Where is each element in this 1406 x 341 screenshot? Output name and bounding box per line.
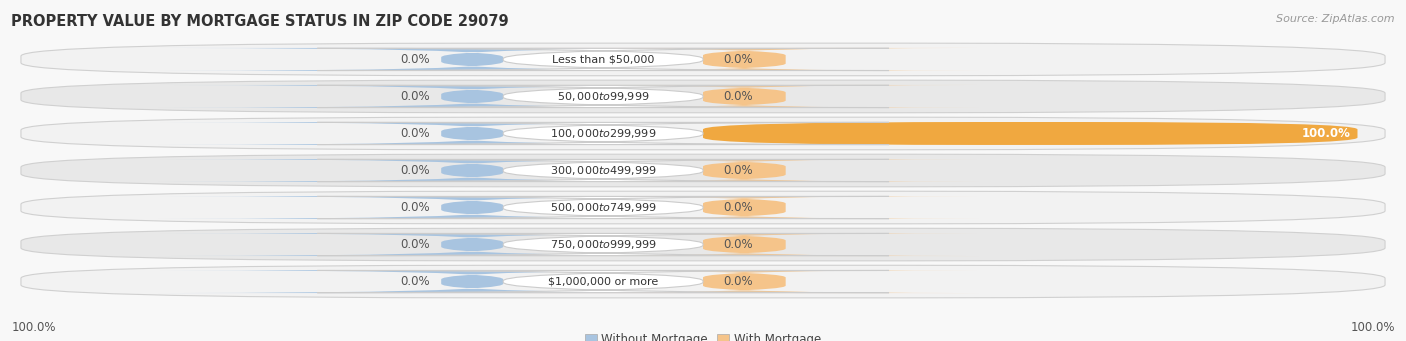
FancyBboxPatch shape <box>21 43 1385 76</box>
Text: 0.0%: 0.0% <box>401 127 430 140</box>
Text: Source: ZipAtlas.com: Source: ZipAtlas.com <box>1277 14 1395 24</box>
FancyBboxPatch shape <box>21 265 1385 298</box>
Text: 0.0%: 0.0% <box>401 238 430 251</box>
FancyBboxPatch shape <box>21 228 1385 261</box>
FancyBboxPatch shape <box>510 85 979 108</box>
Text: 0.0%: 0.0% <box>401 164 430 177</box>
Text: $1,000,000 or more: $1,000,000 or more <box>548 277 658 286</box>
FancyBboxPatch shape <box>510 233 979 256</box>
FancyBboxPatch shape <box>510 196 979 219</box>
Text: $100,000 to $299,999: $100,000 to $299,999 <box>550 127 657 140</box>
FancyBboxPatch shape <box>510 48 979 71</box>
Text: PROPERTY VALUE BY MORTGAGE STATUS IN ZIP CODE 29079: PROPERTY VALUE BY MORTGAGE STATUS IN ZIP… <box>11 14 509 29</box>
Text: 100.0%: 100.0% <box>1350 321 1395 334</box>
Text: 0.0%: 0.0% <box>724 201 754 214</box>
FancyBboxPatch shape <box>21 154 1385 187</box>
FancyBboxPatch shape <box>21 80 1385 113</box>
FancyBboxPatch shape <box>159 196 786 219</box>
FancyBboxPatch shape <box>318 159 889 182</box>
Legend: Without Mortgage, With Mortgage: Without Mortgage, With Mortgage <box>581 329 825 341</box>
Text: Less than $50,000: Less than $50,000 <box>553 55 654 64</box>
FancyBboxPatch shape <box>318 122 889 145</box>
Text: 0.0%: 0.0% <box>401 275 430 288</box>
Text: 0.0%: 0.0% <box>724 164 754 177</box>
FancyBboxPatch shape <box>703 122 1358 145</box>
FancyBboxPatch shape <box>159 270 786 293</box>
FancyBboxPatch shape <box>318 48 889 71</box>
Text: 0.0%: 0.0% <box>401 53 430 66</box>
FancyBboxPatch shape <box>159 85 786 108</box>
FancyBboxPatch shape <box>159 48 786 71</box>
FancyBboxPatch shape <box>318 270 889 293</box>
Text: 0.0%: 0.0% <box>401 90 430 103</box>
FancyBboxPatch shape <box>159 233 786 256</box>
Text: 0.0%: 0.0% <box>724 90 754 103</box>
Text: 100.0%: 100.0% <box>1302 127 1351 140</box>
Text: $50,000 to $99,999: $50,000 to $99,999 <box>557 90 650 103</box>
FancyBboxPatch shape <box>510 270 979 293</box>
FancyBboxPatch shape <box>159 159 786 182</box>
Text: 100.0%: 100.0% <box>11 321 56 334</box>
FancyBboxPatch shape <box>21 191 1385 224</box>
Text: $300,000 to $499,999: $300,000 to $499,999 <box>550 164 657 177</box>
Text: 0.0%: 0.0% <box>724 238 754 251</box>
Text: 0.0%: 0.0% <box>724 53 754 66</box>
FancyBboxPatch shape <box>21 117 1385 150</box>
Text: $750,000 to $999,999: $750,000 to $999,999 <box>550 238 657 251</box>
FancyBboxPatch shape <box>318 196 889 219</box>
FancyBboxPatch shape <box>318 234 889 256</box>
FancyBboxPatch shape <box>159 122 786 145</box>
Text: 0.0%: 0.0% <box>724 275 754 288</box>
FancyBboxPatch shape <box>510 159 979 182</box>
Text: 0.0%: 0.0% <box>401 201 430 214</box>
FancyBboxPatch shape <box>318 85 889 107</box>
Text: $500,000 to $749,999: $500,000 to $749,999 <box>550 201 657 214</box>
